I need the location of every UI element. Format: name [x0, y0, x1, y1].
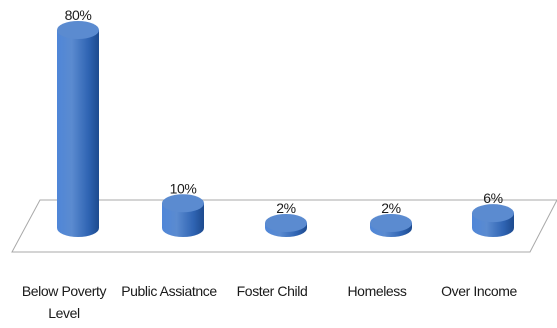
data-labels-group: 80% 10% 2% 2% 6% — [65, 7, 504, 216]
data-label: 6% — [483, 190, 502, 206]
bar-5 — [472, 204, 514, 237]
bar-top — [162, 194, 204, 213]
x-axis-labels-group: Below Poverty Level Public Assiatnce Foster… — [22, 283, 518, 321]
bar-1 — [57, 21, 99, 237]
bar-top — [265, 214, 307, 232]
x-tick-label: Level — [48, 305, 80, 321]
data-label: 80% — [65, 7, 92, 23]
x-tick-label: Foster Child — [237, 283, 308, 299]
bar-top — [370, 214, 412, 232]
bar-4 — [370, 214, 412, 237]
data-label: 10% — [170, 180, 197, 196]
bar-top — [472, 204, 514, 223]
bar-body — [57, 30, 99, 237]
data-label: 2% — [381, 200, 400, 216]
x-tick-label: Below Poverty — [22, 283, 107, 299]
bars-group — [57, 21, 514, 237]
bar-3 — [265, 214, 307, 237]
x-tick-label: Public Assiatnce — [121, 283, 217, 299]
bar-top — [57, 21, 99, 39]
x-tick-label: Homeless — [347, 283, 406, 299]
data-label: 2% — [276, 200, 295, 216]
bar-body — [162, 203, 204, 237]
bar-2 — [162, 194, 204, 237]
x-tick-label: Over Income — [441, 283, 517, 299]
